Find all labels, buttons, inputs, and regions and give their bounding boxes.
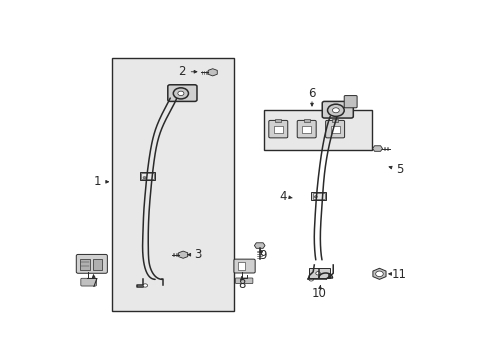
FancyBboxPatch shape	[268, 120, 287, 138]
FancyBboxPatch shape	[81, 278, 96, 286]
Polygon shape	[178, 251, 187, 258]
FancyBboxPatch shape	[331, 119, 338, 122]
FancyBboxPatch shape	[235, 278, 252, 284]
Polygon shape	[208, 69, 217, 76]
Text: 6: 6	[307, 87, 315, 100]
Text: 1: 1	[93, 175, 101, 188]
Circle shape	[332, 108, 339, 113]
FancyBboxPatch shape	[322, 102, 353, 118]
Circle shape	[308, 278, 313, 281]
Circle shape	[314, 196, 317, 198]
Text: 7: 7	[91, 277, 98, 290]
Polygon shape	[372, 146, 382, 151]
Text: 8: 8	[238, 278, 245, 291]
FancyBboxPatch shape	[237, 262, 244, 270]
FancyBboxPatch shape	[344, 96, 356, 108]
FancyBboxPatch shape	[76, 255, 107, 273]
Text: 11: 11	[391, 267, 406, 280]
Circle shape	[142, 176, 146, 179]
FancyBboxPatch shape	[312, 193, 324, 199]
Circle shape	[173, 88, 188, 99]
FancyBboxPatch shape	[140, 172, 155, 180]
Polygon shape	[254, 243, 264, 248]
FancyBboxPatch shape	[92, 258, 102, 270]
Circle shape	[327, 104, 344, 116]
Text: 2: 2	[178, 65, 185, 78]
FancyBboxPatch shape	[302, 126, 310, 132]
FancyBboxPatch shape	[273, 126, 282, 132]
Circle shape	[178, 91, 183, 96]
Text: 9: 9	[259, 249, 266, 262]
FancyBboxPatch shape	[330, 126, 339, 132]
Circle shape	[142, 284, 147, 287]
FancyBboxPatch shape	[112, 58, 233, 311]
Text: 3: 3	[194, 248, 202, 261]
Polygon shape	[372, 268, 385, 279]
Circle shape	[375, 271, 383, 276]
Text: 4: 4	[279, 190, 286, 203]
FancyBboxPatch shape	[311, 192, 326, 200]
FancyBboxPatch shape	[81, 258, 89, 270]
FancyBboxPatch shape	[275, 119, 281, 122]
FancyBboxPatch shape	[303, 119, 309, 122]
Circle shape	[315, 271, 320, 275]
FancyBboxPatch shape	[233, 259, 255, 273]
FancyBboxPatch shape	[297, 120, 316, 138]
Text: 5: 5	[395, 163, 403, 176]
Text: 10: 10	[311, 287, 326, 300]
FancyBboxPatch shape	[264, 110, 371, 150]
FancyBboxPatch shape	[141, 173, 153, 179]
FancyBboxPatch shape	[325, 120, 344, 138]
FancyBboxPatch shape	[309, 268, 329, 278]
FancyBboxPatch shape	[167, 85, 197, 102]
